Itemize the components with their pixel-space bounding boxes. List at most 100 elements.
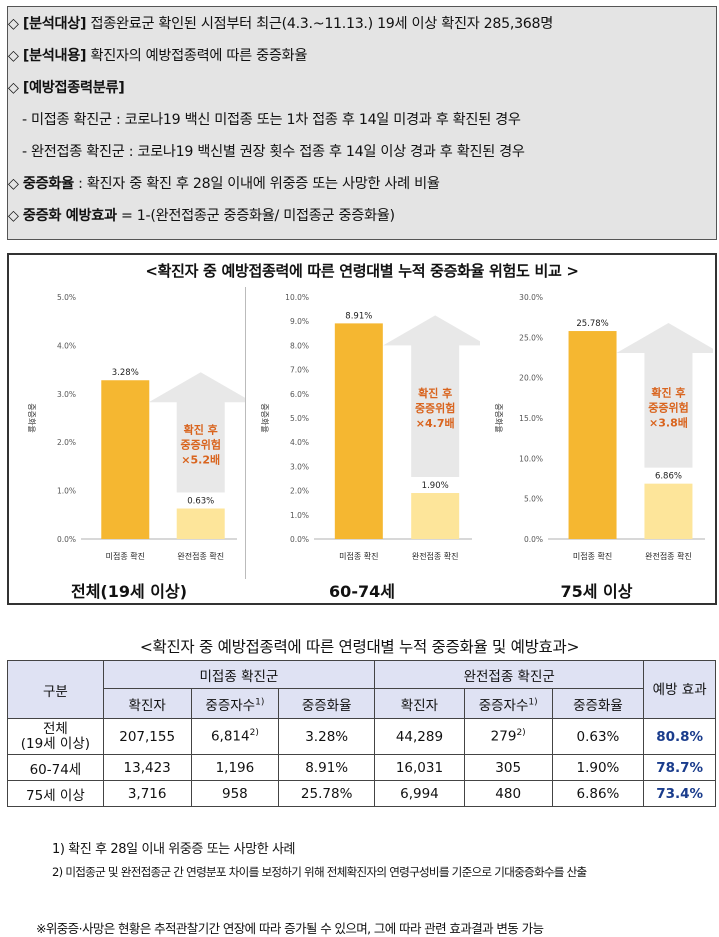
info-effect-def: ◇ 중증화 예방효과 = 1-(완전접종군 중증화율/ 미접종군 중증화율) (8, 208, 395, 224)
panel-label-75plus: 75세 이상 (560, 582, 633, 601)
x-category-label: 완전접종 확진 (645, 551, 692, 561)
cell-rate-unvax: 8.91% (278, 754, 376, 781)
y-tick-label: 25.0% (519, 333, 543, 342)
bar-value-label: 0.63% (187, 497, 214, 507)
y-tick-label: 4.0% (290, 438, 309, 447)
header-cases-full: 확진자 (374, 688, 465, 719)
row-group: 75세 이상 (7, 780, 104, 807)
x-category-label: 미접종 확진 (573, 551, 612, 561)
cell-effect: 78.7% (643, 754, 716, 781)
y-tick-label: 10.0% (519, 454, 543, 463)
footnote-1: 1) 확진 후 28일 이내 위중증 또는 사망한 사례 (52, 842, 296, 857)
cell-rate-unvax: 3.28% (278, 718, 376, 755)
y-tick-label: 8.0% (290, 341, 309, 350)
risk-multiplier-text: 중증위험 (648, 400, 688, 414)
cell-cases-unvax: 207,155 (102, 718, 192, 755)
bar-unvaccinated (101, 380, 150, 539)
footer-note: ※위중증·사망은 현황은 추적관찰기간 연장에 따라 증가될 수 있으며, 그에… (36, 921, 544, 936)
chart-svg-75plus: 0.0% 5.0% 10.0% 15.0% 20.0% 25.0% 30.0% 중증화율 25.… (494, 293, 713, 561)
cell-cases-unvax: 3,716 (102, 780, 192, 807)
risk-multiplier-text: 확진 후 (184, 422, 218, 436)
y-axis-label: 중증화율 (260, 403, 269, 432)
y-tick-label: 0.0% (57, 535, 76, 544)
cell-severe-full: 2792) (463, 718, 553, 755)
cell-rate-unvax: 25.78% (278, 780, 376, 807)
header-rate-unvax: 중증화율 (278, 688, 376, 719)
chart-panel-75plus: 0.0% 5.0% 10.0% 15.0% 20.0% 25.0% 30.0% 중증화율 25.… (480, 287, 713, 579)
y-tick-label: 5.0% (57, 293, 76, 302)
header-rate-full: 중증화율 (551, 688, 645, 719)
bar-value-label: 1.90% (422, 481, 449, 491)
y-tick-label: 15.0% (519, 414, 543, 423)
header-severe-unvax: 중증자수1) (190, 688, 280, 719)
analysis-info-box: ◇ [분석대상] 접종완료군 확인된 시점부터 최근(4.3.~11.13.) … (7, 6, 717, 240)
y-tick-label: 3.0% (290, 462, 309, 471)
bar-value-label: 8.91% (345, 311, 372, 321)
y-tick-label: 4.0% (57, 341, 76, 350)
row-group: 전체 (19세 이상) (7, 718, 104, 755)
cell-effect: 73.4% (643, 780, 716, 807)
y-tick-label: 6.0% (290, 390, 309, 399)
bar-fully-vaccinated (411, 493, 460, 539)
cell-rate-full: 0.63% (551, 718, 645, 755)
y-tick-label: 3.0% (57, 390, 76, 399)
footnote-2: 2) 미접종군 및 완전접종군 간 연령분포 차이를 보정하기 위해 전체확진자… (52, 865, 587, 879)
cell-severe-unvax: 958 (190, 780, 280, 807)
risk-multiplier-text: ×5.2배 (181, 452, 220, 466)
header-unvax: 미접종 확진군 (102, 660, 376, 689)
info-unvax-def: - 미접종 확진군 : 코로나19 백신 미접종 또는 1차 접종 후 14일 … (22, 112, 521, 128)
header-full: 완전접종 확진군 (374, 660, 645, 689)
cell-cases-unvax: 13,423 (102, 754, 192, 781)
cell-effect: 80.8% (643, 718, 716, 755)
bar-fully-vaccinated (176, 508, 225, 539)
risk-multiplier-text: 중증위험 (415, 401, 455, 415)
y-tick-label: 30.0% (519, 293, 543, 302)
y-tick-label: 5.0% (524, 495, 543, 504)
info-content: ◇ [분석내용] 확진자의 예방접종력에 따른 중증화율 (8, 48, 308, 64)
risk-multiplier-text: 확진 후 (651, 385, 685, 399)
y-tick-label: 2.0% (290, 487, 309, 496)
cell-cases-full: 6,994 (374, 780, 465, 807)
cell-rate-full: 6.86% (551, 780, 645, 807)
cell-cases-full: 44,289 (374, 718, 465, 755)
bar-unvaccinated (334, 323, 383, 539)
info-classification: ◇ [예방접종력분류] (8, 80, 125, 96)
cell-severe-unvax: 1,196 (190, 754, 280, 781)
y-tick-label: 5.0% (290, 414, 309, 423)
x-category-label: 미접종 확진 (106, 551, 145, 561)
bar-value-label: 3.28% (112, 368, 139, 378)
bar-value-label: 6.86% (655, 472, 682, 482)
y-tick-label: 1.0% (57, 487, 76, 496)
x-category-label: 완전접종 확진 (177, 551, 224, 561)
severity-table: 구분 미접종 확진군 완전접종 확진군 예방 효과 확진자 중증자수1) 중증화… (7, 660, 716, 807)
table-row: 전체 (19세 이상) 207,155 6,8142) 3.28% 44,289 … (7, 718, 716, 755)
cell-severe-full: 480 (463, 780, 553, 807)
risk-multiplier-text: 중증위험 (180, 437, 220, 451)
table-title: <확진자 중 예방접종력에 따른 연령대별 누적 중증화율 및 예방효과> (139, 638, 580, 656)
risk-arrow (148, 372, 245, 493)
panel-label-60-74: 60-74세 (329, 582, 395, 601)
info-severity-def: ◇ 중증화율 : 확진자 중 확진 후 28일 이내에 위중증 또는 사망한 사… (8, 176, 440, 192)
cell-cases-full: 16,031 (374, 754, 465, 781)
header-effect: 예방 효과 (643, 660, 716, 719)
y-tick-label: 2.0% (57, 438, 76, 447)
x-category-label: 완전접종 확진 (412, 551, 459, 561)
y-tick-label: 9.0% (290, 317, 309, 326)
cell-rate-full: 1.90% (551, 754, 645, 781)
risk-multiplier-text: ×4.7배 (416, 416, 455, 430)
chart-svg-all: 0.0% 1.0% 2.0% 3.0% 4.0% 5.0% 중증화율 3.28% 미접종 확진 0… (27, 293, 245, 561)
header-group: 구분 (7, 660, 104, 719)
y-tick-label: 1.0% (290, 511, 309, 520)
chart-title: <확진자 중 예방접종력에 따른 연령대별 누적 중증화율 위험도 비교 > (145, 262, 579, 280)
chart-panel-all: 0.0% 1.0% 2.0% 3.0% 4.0% 5.0% 중증화율 3.28% 미접종 확진 0… (13, 287, 245, 579)
risk-arrow (383, 315, 480, 478)
bar-unvaccinated (568, 331, 617, 539)
header-severe-full: 중증자수1) (463, 688, 553, 719)
y-tick-label: 7.0% (290, 366, 309, 375)
cell-severe-full: 305 (463, 754, 553, 781)
header-cases-unvax: 확진자 (102, 688, 192, 719)
cell-severe-unvax: 6,8142) (190, 718, 280, 755)
chart-svg-60-74: 0.0% 1.0% 2.0% 3.0% 4.0% 5.0% 6.0% 7.0% 8.0% 9.0%… (260, 293, 480, 561)
risk-multiplier-text: ×3.8배 (649, 415, 688, 429)
chart-container: <확진자 중 예방접종력에 따른 연령대별 누적 중증화율 위험도 비교 > 0… (7, 253, 717, 605)
